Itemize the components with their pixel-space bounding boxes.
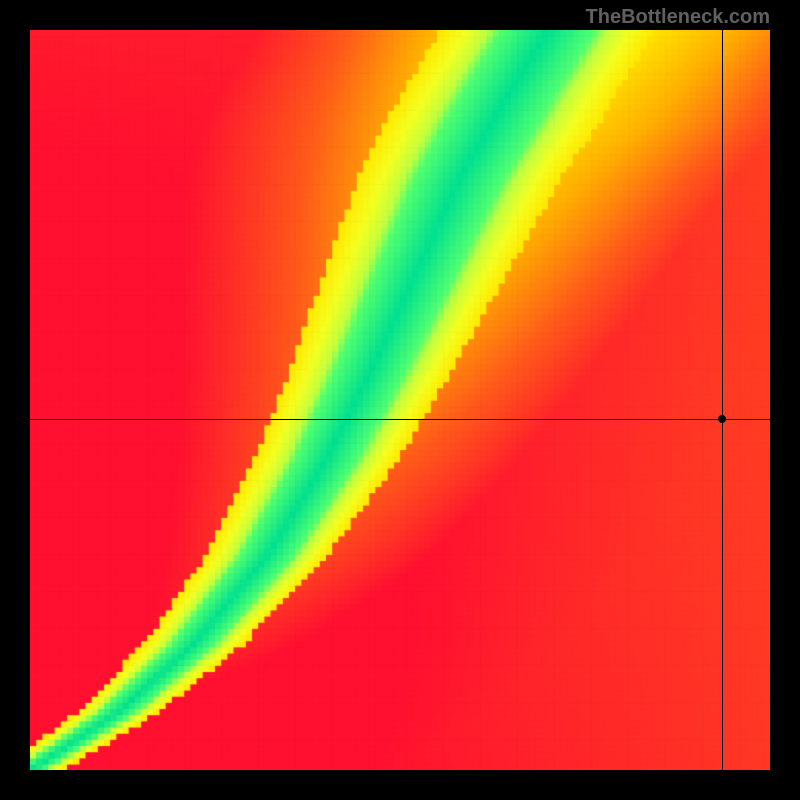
crosshair-marker[interactable] <box>718 415 726 423</box>
plot-area <box>30 30 770 770</box>
bottleneck-heatmap <box>30 30 770 770</box>
watermark-text: TheBottleneck.com <box>586 6 770 29</box>
crosshair-vertical-line <box>722 30 723 770</box>
crosshair-horizontal-line <box>30 419 770 420</box>
